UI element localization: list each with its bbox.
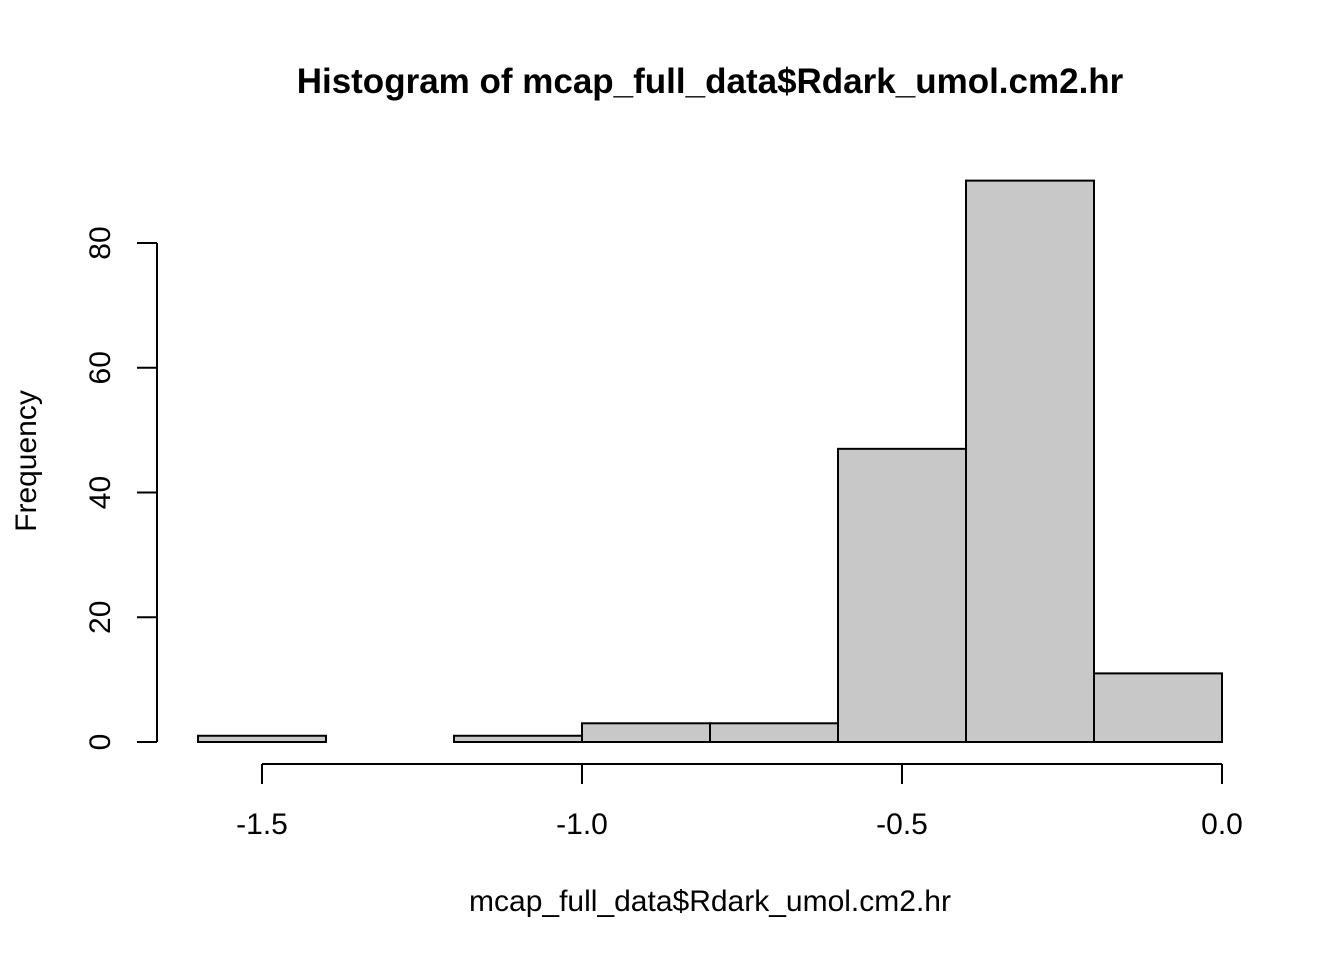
histogram-bar-0: [197, 734, 327, 744]
x-tick-label: 0.0: [1201, 808, 1243, 841]
x-tick-label: -0.5: [876, 808, 928, 841]
histogram-bar-5: [837, 447, 967, 743]
y-tick-label: 0: [84, 734, 117, 751]
x-axis: -1.5 -1.0 -0.5 0.0: [236, 763, 1243, 841]
y-tick-label: 40: [84, 476, 117, 509]
histogram-bar-7: [1093, 672, 1223, 744]
x-axis-label: mcap_full_data$Rdark_umol.cm2.hr: [469, 885, 951, 918]
x-tick-label: -1.0: [556, 808, 608, 841]
bars-group: [197, 179, 1223, 744]
y-axis-label: Frequency: [10, 390, 43, 532]
y-tick-label: 60: [84, 351, 117, 384]
x-tick-label: -1.5: [236, 808, 288, 841]
histogram-bar-6: [965, 179, 1095, 743]
y-tick-label: 20: [84, 601, 117, 634]
chart-title: Histogram of mcap_full_data$Rdark_umol.c…: [297, 62, 1124, 101]
y-tick-label: 80: [84, 226, 117, 259]
histogram-bar-2: [453, 734, 583, 744]
histogram-bar-3: [581, 722, 711, 743]
y-axis: 0 20 40 60 80: [84, 226, 158, 751]
histogram-bar-4: [709, 722, 839, 743]
